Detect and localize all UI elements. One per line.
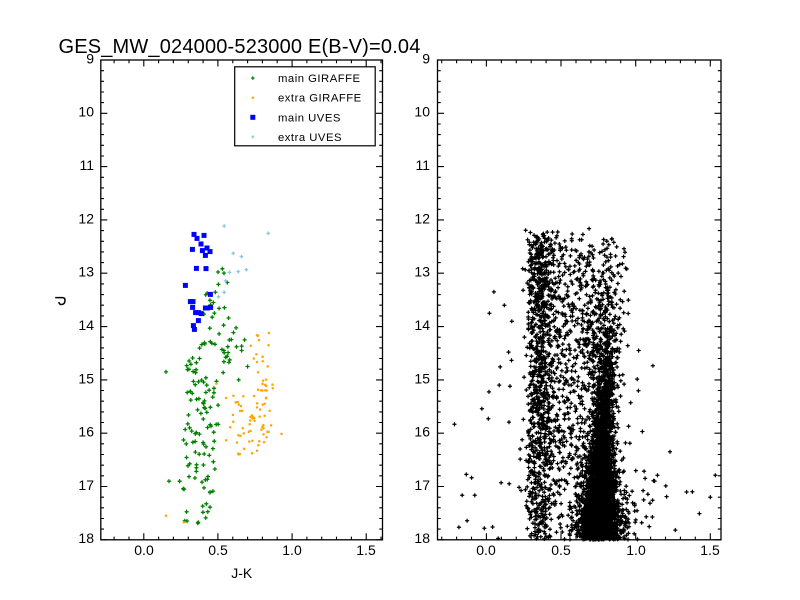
svg-text:12: 12	[414, 210, 430, 226]
svg-text:13: 13	[414, 264, 430, 280]
svg-text:15: 15	[78, 370, 94, 386]
svg-text:12: 12	[78, 210, 94, 226]
svg-text:0.5: 0.5	[551, 542, 571, 558]
svg-text:0.0: 0.0	[134, 542, 154, 558]
svg-text:1.0: 1.0	[282, 542, 302, 558]
svg-text:10: 10	[414, 104, 430, 120]
svg-text:1.5: 1.5	[356, 542, 376, 558]
svg-text:1.5: 1.5	[700, 542, 720, 558]
svg-text:14: 14	[414, 317, 430, 333]
svg-text:0.0: 0.0	[476, 542, 496, 558]
svg-text:16: 16	[414, 424, 430, 440]
svg-text:17: 17	[78, 477, 94, 493]
svg-text:18: 18	[414, 530, 430, 546]
svg-text:9: 9	[86, 50, 94, 66]
svg-text:9: 9	[422, 50, 430, 66]
svg-text:GES_MW_024000-523000 E(B-V)=0.: GES_MW_024000-523000 E(B-V)=0.04	[58, 36, 420, 58]
svg-text:11: 11	[79, 157, 94, 173]
svg-text:extra GIRAFFE: extra GIRAFFE	[278, 93, 362, 105]
svg-text:10: 10	[78, 104, 94, 120]
svg-text:0.5: 0.5	[208, 542, 228, 558]
svg-text:extra UVES: extra UVES	[278, 132, 342, 144]
svg-text:J-K: J-K	[231, 565, 253, 581]
svg-text:15: 15	[414, 370, 430, 386]
svg-text:main UVES: main UVES	[278, 112, 341, 124]
svg-text:17: 17	[414, 477, 430, 493]
svg-text:11: 11	[415, 157, 430, 173]
svg-text:14: 14	[78, 317, 94, 333]
svg-text:main GIRAFFE: main GIRAFFE	[278, 73, 361, 85]
svg-text:1.0: 1.0	[626, 542, 646, 558]
svg-text:18: 18	[78, 530, 94, 546]
svg-text:16: 16	[78, 424, 94, 440]
svg-text:13: 13	[78, 264, 94, 280]
